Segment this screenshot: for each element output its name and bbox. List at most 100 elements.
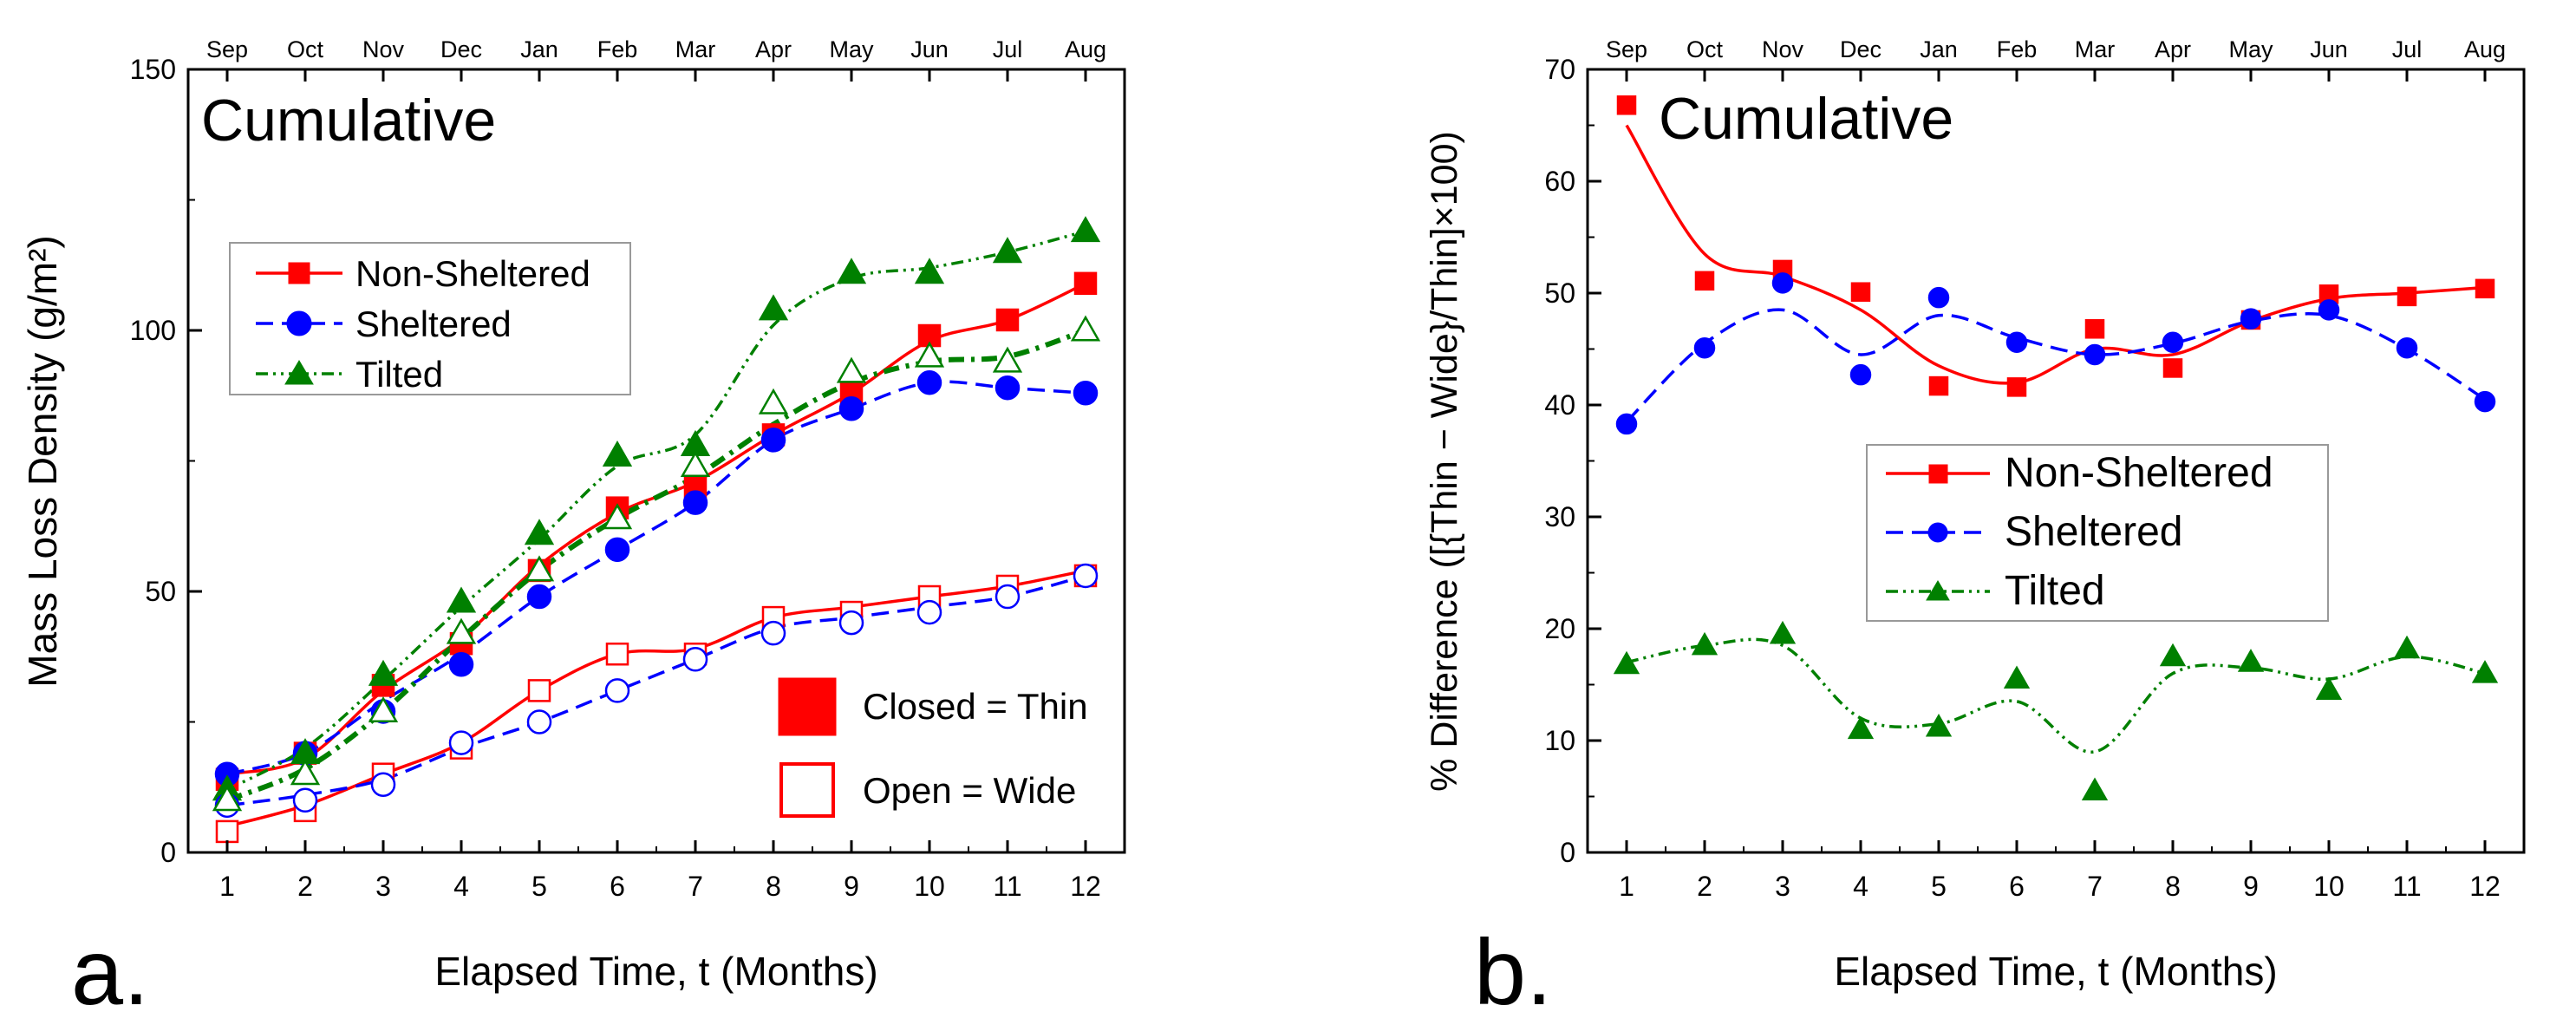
month-tick-label: Jun — [2310, 36, 2348, 62]
month-tick-label: Dec — [1840, 36, 1881, 62]
x-tick-label: 2 — [1697, 871, 1712, 902]
data-point-sheltered-wide — [995, 584, 1021, 610]
month-tick-label: Dec — [440, 36, 482, 62]
data-point-non-sheltered — [1616, 95, 1637, 115]
data-point-tilted — [1769, 620, 1797, 644]
data-point-sheltered-thin — [916, 369, 942, 395]
data-point-tilted-wide — [836, 356, 867, 383]
data-point-sheltered — [1771, 272, 1794, 294]
x-tick-label: 5 — [1931, 871, 1947, 902]
data-point-sheltered — [2162, 331, 2184, 354]
legend-label: Sheltered — [2005, 509, 2182, 555]
data-point-sheltered-thin — [838, 396, 864, 421]
data-point-non-sheltered — [2006, 377, 2027, 397]
data-point-sheltered — [1615, 413, 1638, 435]
y-tick-label: 50 — [1544, 277, 1575, 309]
data-point-tilted-wide — [602, 503, 633, 530]
fill-legend-item-open: Open = Wide — [779, 762, 1076, 818]
legend-item-non-sheltered: Non-Sheltered — [256, 253, 590, 294]
month-tick-label: Mar — [2075, 36, 2116, 62]
legend-label: Tilted — [355, 354, 443, 395]
data-point-tilted — [1691, 631, 1718, 656]
month-tick-label: Oct — [287, 36, 324, 62]
legend-marker — [288, 262, 310, 284]
data-point-tilted-wide — [212, 785, 243, 812]
y-tick-label: 60 — [1544, 166, 1575, 197]
data-point-sheltered — [2396, 336, 2418, 359]
x-tick-label: 7 — [2087, 871, 2103, 902]
x-tick-label: 3 — [1775, 871, 1790, 902]
data-point-sheltered-thin — [448, 652, 474, 677]
data-point-sheltered — [2005, 331, 2028, 354]
month-tick-label: Feb — [1997, 36, 2038, 62]
x-tick-label: 5 — [532, 871, 547, 902]
data-point-tilted-wide — [1070, 315, 1101, 342]
data-point-sheltered-wide — [448, 730, 474, 755]
data-point-non-sheltered-wide — [215, 819, 239, 844]
data-point-non-sheltered — [2084, 319, 2105, 339]
series-line-tilted — [1626, 637, 2486, 754]
legend: Non-Sheltered Sheltered Tilted — [1866, 444, 2329, 622]
data-point-tilted — [1613, 650, 1640, 675]
x-tick-label: 11 — [2392, 871, 2421, 902]
data-point-sheltered-thin — [604, 537, 630, 563]
y-axis-title: Mass Loss Density (g/m²) — [20, 235, 65, 687]
data-point-non-sheltered — [2475, 278, 2495, 299]
chart-annotation: Cumulative — [201, 88, 496, 153]
closed-marker — [778, 677, 837, 736]
fill-legend-label: Open = Wide — [863, 770, 1076, 811]
data-point-non-sheltered-thin — [1073, 271, 1098, 296]
data-point-tilted-wide — [446, 617, 477, 644]
data-point-tilted-wide — [914, 341, 945, 368]
y-tick-label: 70 — [1544, 54, 1575, 85]
data-point-sheltered — [1693, 336, 1716, 359]
data-point-non-sheltered-wide — [605, 642, 629, 666]
x-tick-label: 6 — [610, 871, 625, 902]
data-point-tilted — [2393, 635, 2421, 659]
data-point-tilted-wide — [368, 695, 399, 722]
month-tick-label: Aug — [2464, 36, 2506, 62]
data-point-sheltered-wide — [292, 787, 318, 813]
open-marker — [779, 762, 835, 818]
month-tick-label: Nov — [362, 36, 405, 62]
chart-panel-a: 1 Sep 2 Oct 3 Nov 4 Dec 5 Jan 6 Feb 7 Mar 8 Apr 9 May 10 Ju… — [20, 36, 1126, 1024]
chart-panel-b: 1 Sep 2 Oct 3 Nov 4 Dec 5 Jan 6 Feb 7 Mar 8 Apr 9 May 10 Ju… — [1424, 36, 2526, 1024]
data-point-sheltered-wide — [838, 610, 864, 636]
data-point-sheltered-wide — [604, 678, 630, 703]
x-tick-label: 1 — [1619, 871, 1634, 902]
x-tick-label: 12 — [2469, 871, 2501, 902]
legend-label: Non-Sheltered — [355, 253, 590, 294]
month-tick-label: Jul — [2392, 36, 2423, 62]
legend-item-sheltered: Sheltered — [1886, 509, 2182, 555]
month-tick-label: May — [2228, 36, 2273, 62]
series-line-tilted-wide — [225, 328, 1086, 803]
data-point-tilted — [2237, 649, 2265, 672]
month-tick-label: Nov — [1762, 36, 1804, 62]
legend-item-sheltered: Sheltered — [256, 304, 512, 344]
x-tick-label: 12 — [1070, 871, 1101, 902]
data-point-non-sheltered-wide — [527, 679, 551, 702]
data-point-sheltered-wide — [760, 620, 786, 646]
x-tick-label: 4 — [1853, 871, 1868, 902]
legend-label: Tilted — [2005, 568, 2105, 614]
data-point-tilted — [2159, 643, 2187, 667]
data-point-tilted-thin — [914, 258, 945, 284]
x-axis-title: Elapsed Time, t (Months) — [434, 949, 877, 994]
legend-marker — [1926, 580, 1950, 601]
month-tick-label: Apr — [2155, 36, 2191, 62]
x-tick-label: 10 — [2313, 871, 2344, 902]
month-tick-label: May — [829, 36, 874, 62]
data-point-sheltered-thin — [1073, 380, 1099, 406]
x-tick-label: 9 — [844, 871, 859, 902]
fill-legend: Closed = Thin Open = Wide — [778, 677, 1088, 818]
x-tick-label: 9 — [2243, 871, 2259, 902]
data-point-sheltered-wide — [916, 599, 942, 625]
month-tick-label: Jan — [520, 36, 558, 62]
legend-marker — [1927, 522, 1948, 543]
month-tick-label: Sep — [1606, 36, 1647, 62]
data-point-sheltered — [2240, 308, 2262, 330]
panel-label: a. — [71, 919, 149, 1024]
y-tick-label: 20 — [1544, 613, 1575, 644]
y-tick-label: 10 — [1544, 725, 1575, 756]
data-point-tilted-thin — [602, 440, 633, 467]
